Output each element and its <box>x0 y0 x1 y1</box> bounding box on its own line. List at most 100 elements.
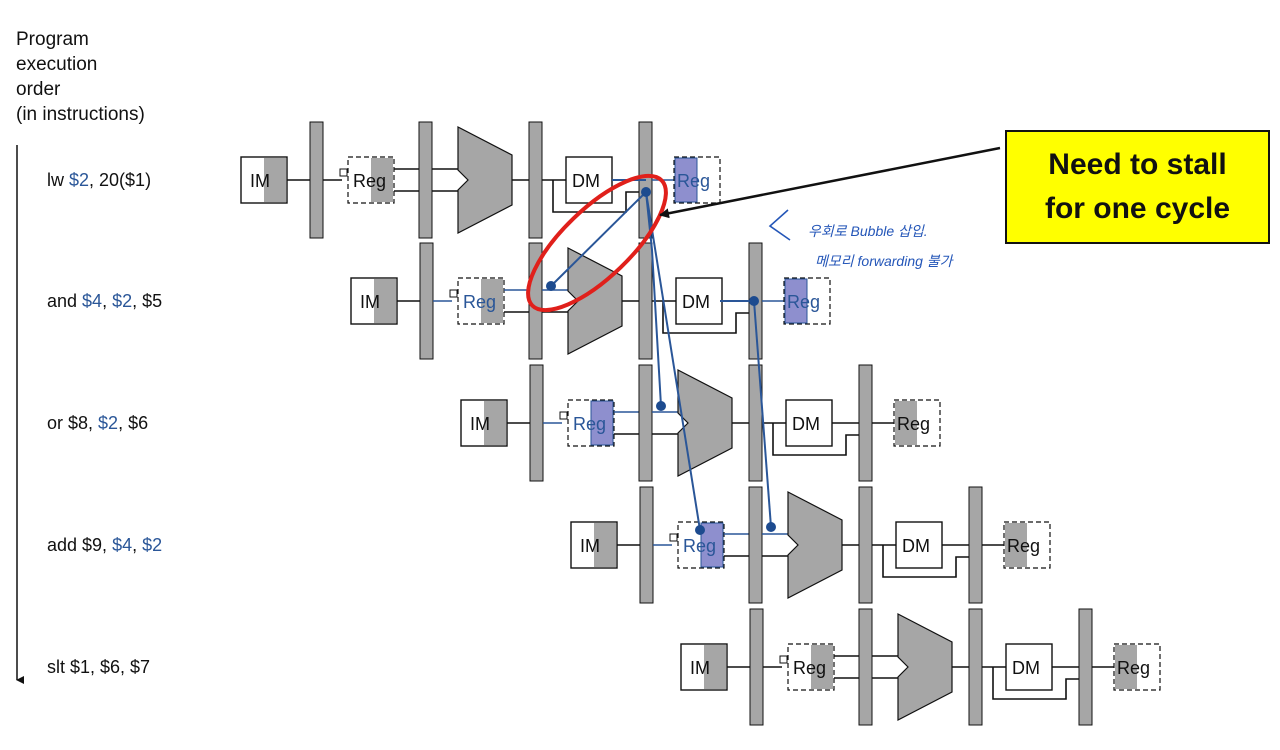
reg-write-port <box>559 411 568 420</box>
im-label: IM <box>580 536 600 556</box>
handwritten-note-line: 우회로 Bubble 삽입. <box>808 223 928 239</box>
forwarding-dot <box>695 525 705 535</box>
datapath-wire <box>772 423 859 456</box>
reg-write-port <box>779 655 788 664</box>
handwritten-note-line: 메모리 forwarding 불가 <box>815 253 955 269</box>
pipeline-row: IM Reg DM Reg <box>350 242 831 360</box>
pipeline-register-bar <box>748 486 763 604</box>
datapath-wire <box>882 545 969 578</box>
reg-read-shade <box>701 523 723 567</box>
dm-box <box>785 399 833 447</box>
stall-callout: Need to stall for one cycle <box>1005 130 1270 244</box>
reg-read-label: Reg <box>683 536 716 556</box>
reg-write-label: Reg <box>1117 658 1150 678</box>
reg-write-shade-outline <box>674 157 698 203</box>
pipeline-row: IM Reg DM Reg <box>570 486 1051 604</box>
forwarding-dot <box>546 281 556 291</box>
pipeline-register-bar <box>639 486 654 604</box>
pipeline-register-bar <box>858 608 873 726</box>
im-shade <box>484 401 506 445</box>
forwarding-line-lw-to-and <box>550 191 647 287</box>
handwritten-bracket <box>768 209 791 241</box>
reg-read-shade-outline <box>700 522 724 568</box>
im-shade <box>374 279 396 323</box>
dm-box <box>675 277 723 325</box>
forwarding-dot <box>656 401 666 411</box>
pipeline-register-bar <box>858 364 873 482</box>
pipeline-rows: IM Reg DM Reg IM Reg DM Reg IM Reg DM Reg IM Reg DM Reg… <box>240 121 1161 726</box>
pipeline-register-bar <box>528 121 543 239</box>
dm-label: DM <box>792 414 820 434</box>
reg-write-shade <box>675 158 697 202</box>
forwarding-dot <box>641 187 651 197</box>
im-label: IM <box>690 658 710 678</box>
forwarding-paths <box>550 179 772 531</box>
reg-write-label: Reg <box>1007 536 1040 556</box>
reg-write-shade <box>895 401 917 445</box>
im-label: IM <box>250 171 270 191</box>
im-shade <box>594 523 616 567</box>
forwarding-line-and-to-add <box>753 300 772 528</box>
dm-label: DM <box>682 292 710 312</box>
alu-shape <box>787 491 843 599</box>
im-label: IM <box>470 414 490 434</box>
pipeline-row: IM Reg DM Reg <box>460 364 941 482</box>
reg-read-label: Reg <box>463 292 496 312</box>
im-shade <box>264 158 286 202</box>
reg-read-label: Reg <box>353 171 386 191</box>
im-label: IM <box>360 292 380 312</box>
stall-callout-line: Need to stall <box>1048 148 1227 181</box>
forwarding-line-lw-to-add-reg <box>645 191 701 531</box>
reg-write-port <box>449 289 458 298</box>
instruction-label: and $4, $2, $5 <box>47 291 162 311</box>
axis-label-line: order <box>16 79 61 100</box>
reg-read-shade <box>591 401 613 445</box>
datapath-wire <box>992 667 1079 700</box>
im-shade <box>704 645 726 689</box>
reg-write-port <box>669 533 678 542</box>
reg-read-label: Reg <box>573 414 606 434</box>
dm-label: DM <box>572 171 600 191</box>
pipeline-register-bar <box>309 121 324 239</box>
forwarding-dot <box>766 522 776 532</box>
reg-write-label: Reg <box>677 171 710 191</box>
reg-write-shade <box>1005 523 1027 567</box>
reg-read-shade <box>481 279 503 323</box>
axis-label-line: Program <box>16 29 89 50</box>
pipeline-register-bar <box>418 121 433 239</box>
pipeline-row: IM Reg DM Reg <box>680 608 1161 726</box>
instruction-label: lw $2, 20($1) <box>47 170 151 190</box>
pipeline-register-bar <box>749 608 764 726</box>
pipeline-register-bar <box>529 364 544 482</box>
handwritten-note: 우회로 Bubble 삽입. 메모리 forwarding 불가 <box>768 209 955 269</box>
reg-write-label: Reg <box>787 292 820 312</box>
reg-read-shade <box>371 158 393 202</box>
reg-write-shade-outline <box>784 278 808 324</box>
instruction-label: slt $1, $6, $7 <box>47 657 150 677</box>
reg-read-shade <box>811 645 833 689</box>
alu-shape <box>677 369 733 477</box>
reg-read-shade-outline <box>590 400 614 446</box>
instruction-label: add $9, $4, $2 <box>47 535 162 555</box>
pipeline-register-bar <box>638 242 653 360</box>
forwarding-dot <box>749 296 759 306</box>
stall-callout-line: for one cycle <box>1044 192 1231 225</box>
pipeline-register-bar <box>638 364 653 482</box>
alu-shape <box>897 613 953 721</box>
instruction-labels: lw $2, 20($1) and $4, $2, $5 or $8, $2, $6… <box>47 170 162 677</box>
axis-label-line: execution <box>16 54 97 75</box>
pipeline-register-bar <box>968 486 983 604</box>
instruction-label: or $8, $2, $6 <box>47 413 148 433</box>
pipeline-register-bar <box>1078 608 1093 726</box>
pipeline-register-bar <box>858 486 873 604</box>
hazard-ellipse <box>526 173 668 313</box>
reg-write-port <box>339 168 348 177</box>
axis-label-line: (in instructions) <box>16 104 145 125</box>
dm-label: DM <box>902 536 930 556</box>
reg-read-label: Reg <box>793 658 826 678</box>
pipeline-register-bar <box>968 608 983 726</box>
reg-write-shade <box>785 279 807 323</box>
reg-write-shade <box>1115 645 1137 689</box>
dm-label: DM <box>1012 658 1040 678</box>
